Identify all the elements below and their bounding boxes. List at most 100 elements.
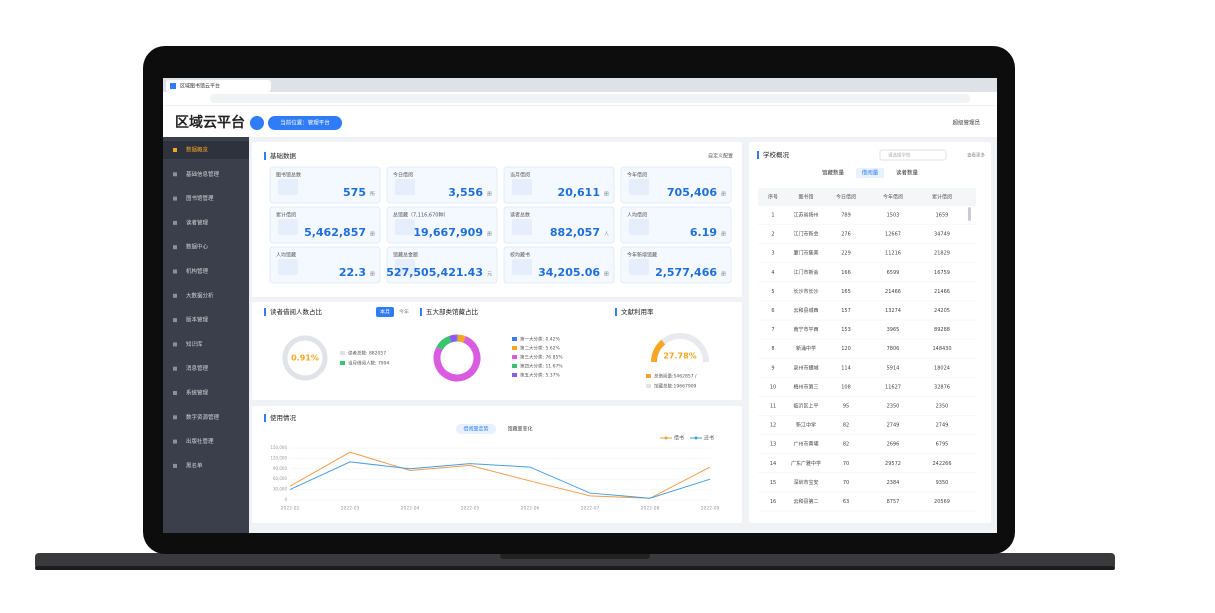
sidebar-item: 大数据分析 — [186, 291, 214, 299]
search-box[interactable] — [879, 149, 947, 161]
school-tab[interactable]: 读者数量 — [896, 169, 919, 177]
table-cell: 63 — [843, 499, 849, 505]
table-cell: 1659 — [936, 213, 949, 219]
card-unit: 册 — [721, 272, 726, 278]
legend-swatch — [646, 374, 651, 378]
table-cell: 江门市新会 — [793, 231, 818, 238]
usage-tab[interactable]: 借阅量走势 — [463, 426, 488, 433]
section-title: 学校概况 — [763, 150, 790, 159]
tab-active[interactable] — [376, 307, 394, 317]
table-cell: 新涌中学 — [796, 345, 816, 352]
location-pill[interactable] — [268, 116, 342, 130]
table-cell: 广东广雅中学 — [791, 460, 821, 467]
sidebar-item: 数字资源管理 — [186, 413, 220, 421]
card-icon — [278, 219, 298, 235]
card-icon — [278, 259, 298, 275]
card-unit: 册 — [370, 232, 375, 238]
sidebar-item: 读者管理 — [186, 218, 209, 226]
reader-tab[interactable]: 本月 — [380, 309, 390, 316]
sidebar-icon — [173, 196, 177, 201]
school-tab[interactable]: 馆藏数量 — [822, 169, 845, 177]
table-cell: 9 — [771, 365, 774, 371]
table-cell: 云和县第二 — [793, 498, 818, 505]
category-arc — [457, 334, 466, 343]
card-label: 人均借阅 — [627, 212, 647, 219]
card-unit: 册 — [487, 192, 492, 198]
school-tab[interactable]: 借阅量 — [862, 169, 879, 177]
reader-tab[interactable]: 今年 — [399, 309, 409, 316]
sidebar-icon — [173, 148, 177, 152]
column-header: 今日借阅 — [836, 194, 856, 201]
section-title: 读者借阅人数占比 — [270, 307, 323, 316]
legend-dot — [694, 436, 698, 440]
card-label: 今年借阅 — [627, 172, 647, 179]
table-cell: 29572 — [885, 461, 901, 467]
table-cell: 21466 — [885, 289, 901, 295]
card-label: 人均馆藏 — [276, 252, 296, 259]
table-cell: 6 — [771, 308, 774, 314]
y-tick-label: 150,000 — [270, 445, 287, 450]
table-cell: 229 — [841, 251, 851, 257]
card-label: 总馆藏（7,116,670种） — [393, 212, 448, 219]
sidebar-icon — [173, 391, 177, 395]
search-placeholder[interactable]: 请选择学校 — [888, 152, 911, 159]
config-link[interactable]: 自定义配置 — [708, 153, 733, 160]
table-cell: 2749 — [936, 423, 949, 429]
more-link[interactable]: 查看更多 — [967, 152, 985, 159]
table-cell: 7 — [771, 327, 774, 333]
sidebar-icon — [173, 245, 177, 250]
x-tick-label: 2022-06 — [521, 506, 540, 512]
x-tick-label: 2022-09 — [701, 506, 720, 512]
legend-swatch — [340, 361, 345, 365]
section-marker — [420, 308, 422, 316]
usage-legend: 借书 — [674, 435, 684, 442]
card-unit: 所 — [370, 191, 375, 198]
tab-active[interactable] — [856, 168, 884, 178]
menu-button[interactable] — [250, 116, 264, 130]
sidebar-icon — [173, 172, 177, 177]
card-label: 累计借阅 — [276, 212, 296, 219]
card-value: 6.19 — [690, 226, 717, 239]
y-tick-label: 60,000 — [273, 476, 287, 481]
table-cell: 广州市黄埔 — [793, 441, 818, 448]
x-tick-label: 2022-04 — [401, 506, 420, 512]
table-cell: 7806 — [887, 346, 900, 352]
section-marker — [757, 151, 759, 159]
card-unit: 册 — [487, 232, 492, 238]
school-panel — [749, 142, 991, 523]
table-cell: 95 — [843, 404, 849, 410]
card-value: 705,406 — [667, 186, 717, 199]
legend-swatch — [512, 346, 517, 350]
legend-swatch — [512, 373, 517, 377]
table-cell: 11 — [770, 404, 776, 410]
browser-tab[interactable] — [166, 80, 271, 92]
table-cell: 18024 — [934, 365, 950, 371]
y-tick-label: 90,000 — [273, 466, 287, 471]
table-cell: 12667 — [885, 232, 901, 238]
card-unit: 册 — [604, 272, 609, 278]
sidebar-item: 数据中心 — [186, 243, 209, 251]
card-label: 今年新增馆藏 — [627, 252, 657, 259]
gauge-label: 27.78% — [663, 352, 696, 361]
sidebar-item: 机构管理 — [186, 267, 209, 275]
card-value: 575 — [343, 186, 366, 199]
x-tick-label: 2022-05 — [461, 506, 480, 512]
location: 当前位置：管理平台 — [280, 119, 330, 127]
card-unit: 册 — [604, 192, 609, 198]
usage-tab[interactable]: 馆藏量变化 — [507, 426, 532, 433]
url-field[interactable] — [210, 94, 970, 103]
tab-active[interactable] — [456, 424, 496, 434]
card-unit: 册 — [721, 192, 726, 198]
card-label: 校均藏书 — [510, 252, 530, 259]
table-cell: 2384 — [887, 480, 900, 486]
reader-center: 0.91% — [291, 354, 319, 363]
scrollbar — [968, 207, 971, 221]
table-cell: 厦门市集美 — [793, 250, 818, 257]
table-cell: 21466 — [934, 289, 950, 295]
card-icon — [395, 219, 415, 235]
category-legend: 第五大分类: 5.37% — [520, 372, 560, 379]
card-value: 527,505,421.43 — [386, 266, 483, 279]
card-label: 今日借阅 — [393, 172, 413, 179]
table-cell: 6599 — [887, 270, 900, 276]
table-cell: 2696 — [887, 442, 900, 448]
